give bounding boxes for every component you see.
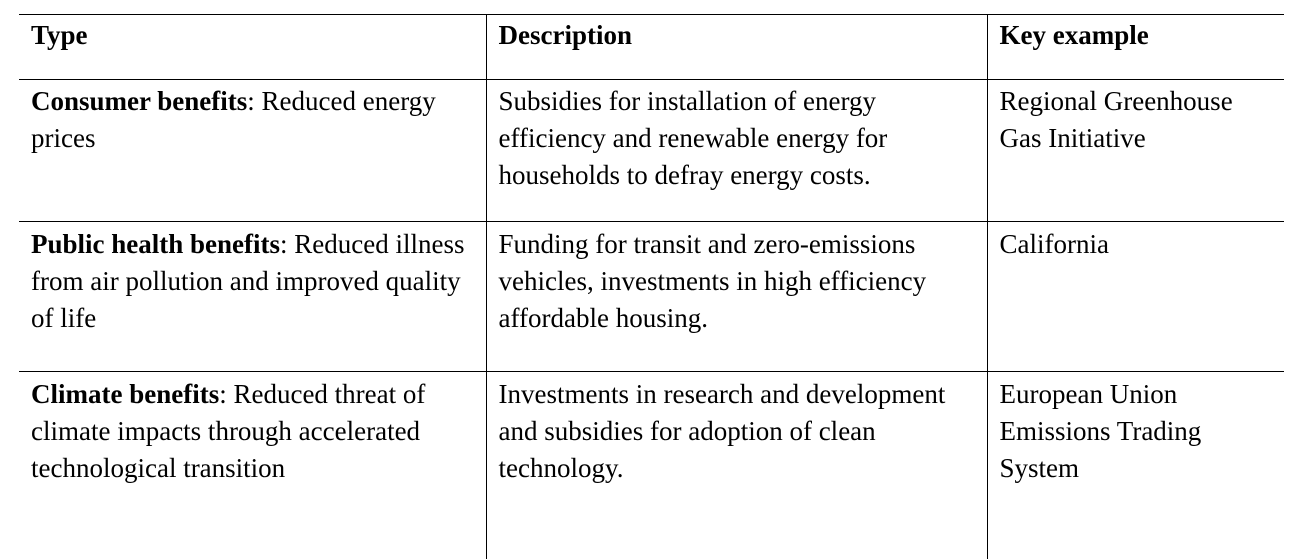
table-row: Climate benefits: Reduced threat of clim… — [19, 372, 1284, 559]
type-cell: Consumer benefits: Reduced energy prices — [19, 80, 486, 222]
type-label: Consumer benefits — [31, 86, 247, 116]
table-row: Public health benefits: Reduced illness … — [19, 222, 1284, 372]
column-header-key-example: Key example — [987, 15, 1284, 80]
column-header-description: Description — [486, 15, 987, 80]
type-cell: Public health benefits: Reduced illness … — [19, 222, 486, 372]
type-label: Public health benefits — [31, 229, 280, 259]
description-cell: Funding for transit and zero-emissions v… — [486, 222, 987, 372]
table-row: Consumer benefits: Reduced energy prices… — [19, 80, 1284, 222]
benefits-table: Type Description Key example Consumer be… — [19, 14, 1284, 559]
key-example-cell: Regional Greenhouse Gas Initiative — [987, 80, 1284, 222]
key-example-cell: California — [987, 222, 1284, 372]
description-cell: Investments in research and development … — [486, 372, 987, 559]
description-cell: Subsidies for installation of energy eff… — [486, 80, 987, 222]
type-cell: Climate benefits: Reduced threat of clim… — [19, 372, 486, 559]
key-example-cell: European Union Emissions Trading System — [987, 372, 1284, 559]
type-label: Climate benefits — [31, 379, 219, 409]
benefits-table-container: Type Description Key example Consumer be… — [19, 14, 1284, 548]
table-header-row: Type Description Key example — [19, 15, 1284, 80]
column-header-type: Type — [19, 15, 486, 80]
